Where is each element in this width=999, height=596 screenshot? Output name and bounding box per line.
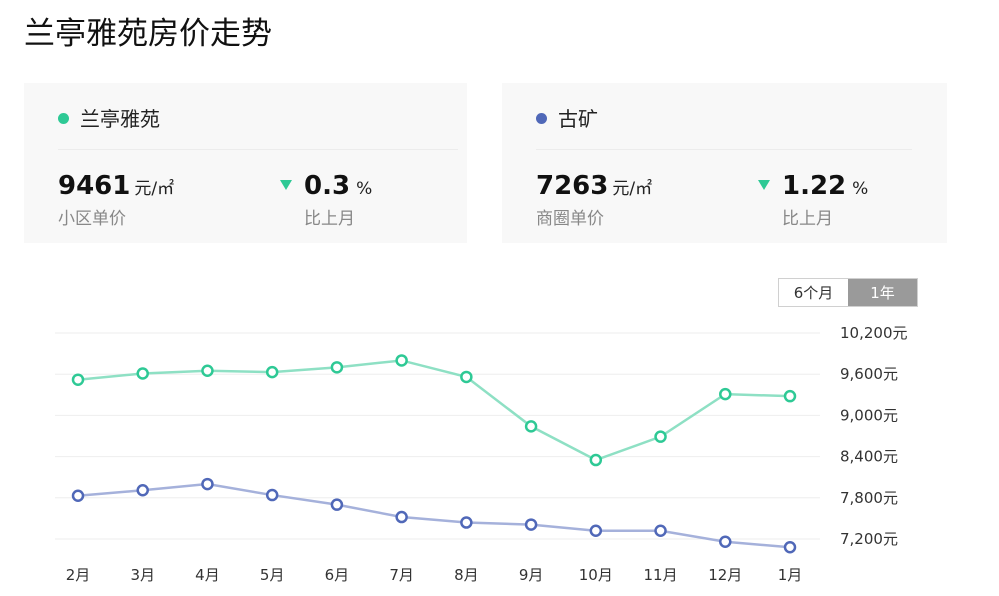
data-point [265, 365, 279, 379]
range-6-months-button[interactable]: 6个月 [779, 279, 848, 306]
series-dot-icon [536, 113, 547, 124]
data-point [460, 516, 473, 529]
x-tick-label: 7月 [389, 566, 414, 584]
card-title: 兰亭雅苑 [80, 107, 160, 131]
change-number: 0.3 [304, 171, 351, 201]
x-tick-label: 10月 [579, 566, 613, 584]
range-1-year-button[interactable]: 1年 [848, 279, 917, 306]
y-tick-label: 7,200元 [840, 530, 898, 548]
data-point [654, 430, 667, 443]
data-point [395, 354, 408, 367]
price-number: 9461 [58, 171, 131, 201]
data-point [783, 389, 797, 403]
community-price-card: 兰亭雅苑 9461 元/㎡ 小区单价 0.3% 比上月 [24, 83, 467, 243]
data-point [136, 367, 149, 380]
data-point [265, 488, 279, 502]
x-tick-label: 8月 [454, 566, 479, 584]
series-dot-icon [58, 113, 69, 124]
data-point [589, 453, 603, 467]
down-triangle-icon [758, 180, 770, 190]
change-label: 比上月 [782, 209, 833, 229]
data-point [719, 535, 732, 548]
series-line-2 [77, 482, 791, 549]
y-tick-label: 10,200元 [840, 324, 908, 342]
series-line-1 [77, 359, 791, 462]
page-title: 兰亭雅苑房价走势 [24, 16, 272, 52]
down-triangle-icon [280, 180, 292, 190]
price-label: 商圈单价 [536, 209, 604, 229]
price-unit: 元/㎡ [612, 179, 653, 199]
change-number: 1.22 [782, 171, 847, 201]
data-point [201, 364, 214, 378]
change-unit: % [356, 179, 373, 199]
x-tick-label: 2月 [66, 566, 91, 584]
range-toggle: 6个月 1年 [778, 278, 918, 307]
data-point [719, 387, 732, 401]
x-tick-label: 3月 [130, 566, 155, 584]
data-point [654, 524, 667, 538]
x-tick-label: 4月 [195, 566, 220, 584]
data-point [201, 477, 214, 491]
x-tick-label: 9月 [519, 566, 544, 584]
card-divider [58, 149, 458, 150]
data-point [71, 489, 85, 502]
change-label: 比上月 [304, 209, 355, 229]
data-point [71, 373, 85, 386]
x-tick-label: 6月 [325, 566, 350, 584]
x-tick-label: 1月 [778, 566, 803, 584]
x-tick-label: 11月 [643, 566, 677, 584]
district-price-card: 古矿 7263 元/㎡ 商圈单价 1.22% 比上月 [502, 83, 947, 243]
x-tick-label: 5月 [260, 566, 285, 584]
price-unit: 元/㎡ [134, 179, 175, 199]
change-unit: % [852, 179, 869, 199]
y-tick-label: 7,800元 [840, 489, 898, 507]
data-point [460, 370, 473, 384]
card-title: 古矿 [558, 107, 598, 131]
data-point [136, 483, 149, 497]
change-value: 0.3% [304, 171, 372, 201]
card-divider [536, 149, 912, 150]
data-point [330, 361, 344, 374]
price-number: 7263 [536, 171, 609, 201]
data-point [395, 510, 408, 524]
data-point [524, 420, 538, 433]
y-tick-label: 9,600元 [840, 365, 898, 383]
data-point [589, 524, 603, 538]
x-tick-label: 12月 [708, 566, 742, 584]
y-tick-label: 8,400元 [840, 448, 898, 466]
data-point [330, 498, 344, 511]
change-value: 1.22% [782, 171, 868, 201]
price-value: 7263 元/㎡ [536, 171, 652, 201]
y-tick-label: 9,000元 [840, 406, 898, 424]
data-point [783, 540, 797, 554]
price-value: 9461 元/㎡ [58, 171, 174, 201]
price-label: 小区单价 [58, 209, 126, 229]
data-point [524, 518, 538, 531]
